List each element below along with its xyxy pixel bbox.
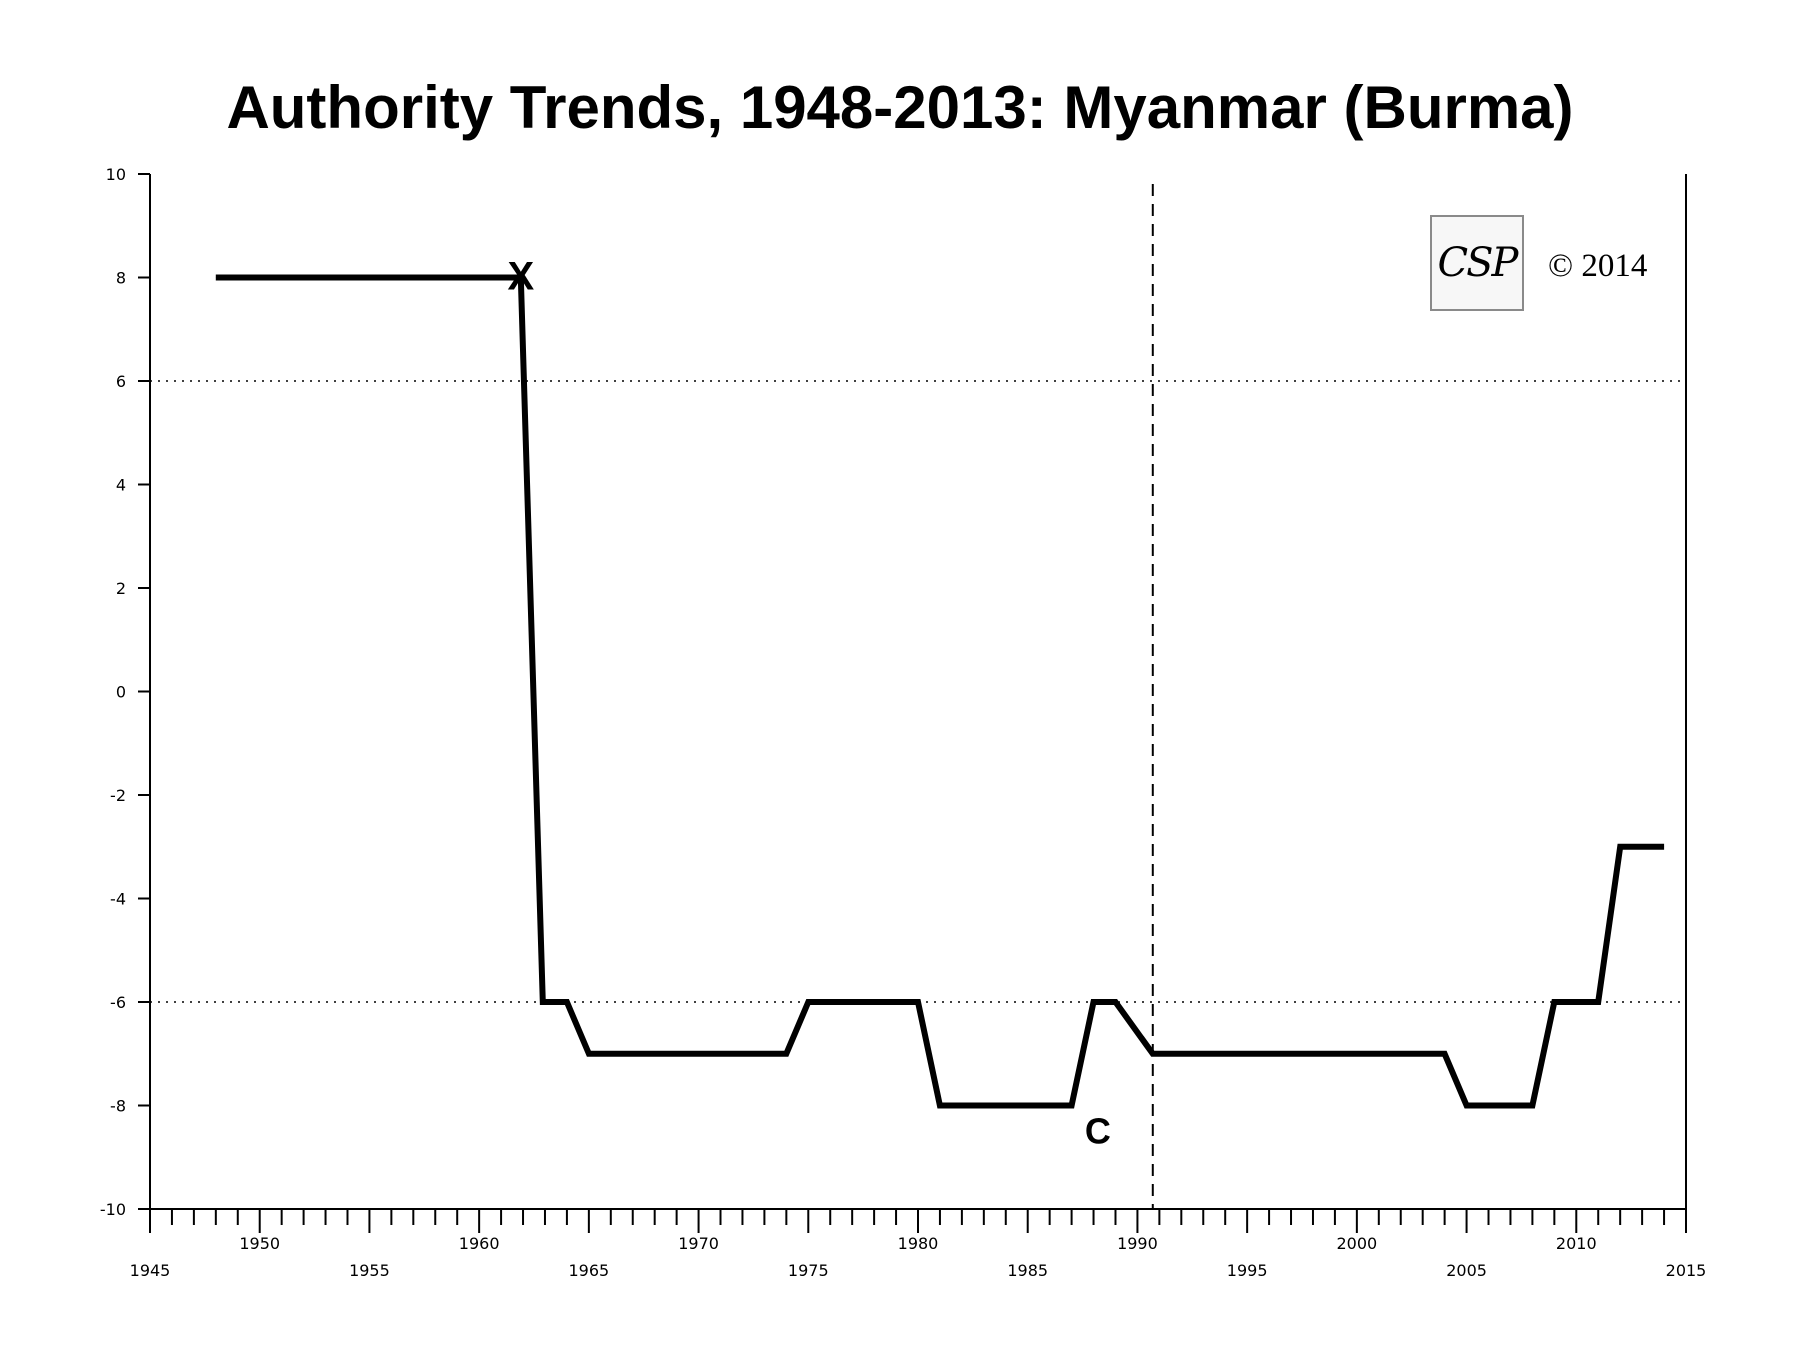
x-tick-label: 1960 — [459, 1234, 500, 1253]
x-tick-label: 1980 — [898, 1234, 939, 1253]
series-lines — [215, 274, 1665, 1109]
y-tick-label: -10 — [100, 1200, 126, 1219]
authority-series-line — [215, 274, 1665, 1109]
x-tick-label: 1965 — [568, 1261, 609, 1280]
csp-logo-text: CSP — [1437, 240, 1519, 286]
x-tick-label: 1985 — [1007, 1261, 1048, 1280]
chart-title: Authority Trends, 1948-2013: Myanmar (Bu… — [226, 74, 1574, 141]
y-tick-label: 6 — [116, 372, 126, 391]
csp-logo: CSP — [1430, 215, 1524, 311]
x-tick-label: 1955 — [349, 1261, 390, 1280]
x-tick-label: 2010 — [1556, 1234, 1597, 1253]
x-tick-label: 1945 — [130, 1261, 171, 1280]
y-tick-label: 8 — [116, 269, 126, 288]
reference-lines — [150, 184, 1686, 1209]
y-tick-label: 0 — [116, 683, 126, 702]
x-tick-label: 1975 — [788, 1261, 829, 1280]
copyright-text: © 2014 — [1548, 248, 1648, 284]
y-tick-label: -4 — [110, 890, 126, 909]
x-tick-label: 2000 — [1336, 1234, 1377, 1253]
x-tick-label: 2015 — [1666, 1261, 1707, 1280]
x-tick-label: 1970 — [678, 1234, 719, 1253]
y-tick-label: -2 — [110, 786, 126, 805]
x-tick-label: 2005 — [1446, 1261, 1487, 1280]
x-tick-label: 1950 — [239, 1234, 280, 1253]
y-tick-label: 2 — [116, 579, 126, 598]
annotation-x-marker: X — [507, 255, 534, 299]
y-tick-label: 10 — [106, 165, 126, 184]
annotations: XC — [507, 255, 1110, 1152]
x-tick-label: 1990 — [1117, 1234, 1158, 1253]
y-tick-label: -6 — [110, 993, 126, 1012]
x-tick-label: 1995 — [1227, 1261, 1268, 1280]
annotation-c-marker: C — [1085, 1110, 1111, 1151]
y-tick-label: 4 — [116, 476, 126, 495]
axes: -10 -8 -6 -4 -2 0 2 4 6 8 10 1945 1950 1955 1960 1965 19… — [100, 165, 1707, 1280]
y-tick-label: -8 — [110, 1097, 126, 1116]
